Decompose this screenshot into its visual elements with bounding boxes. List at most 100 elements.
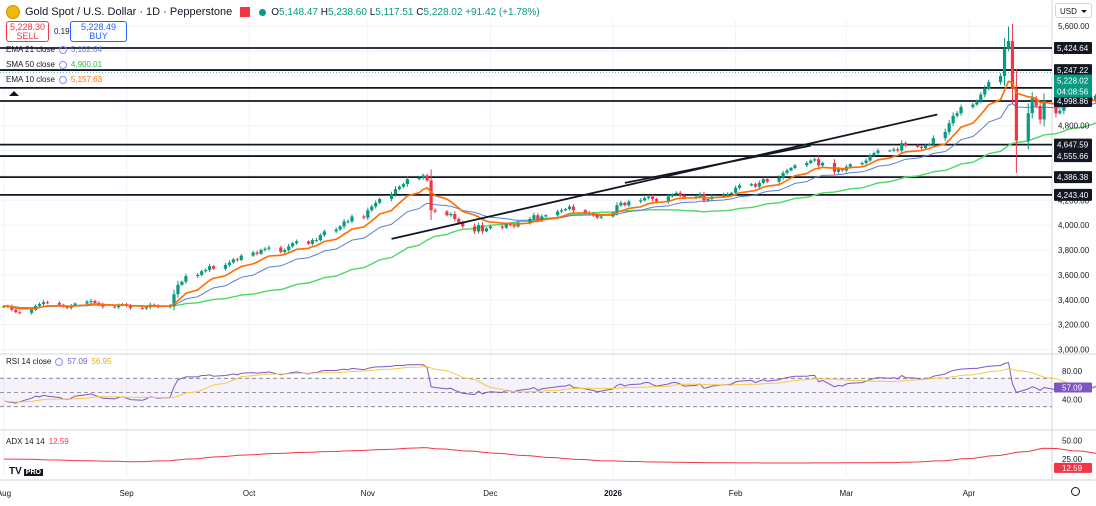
collapse-indicators-icon[interactable] — [9, 91, 19, 96]
level-label-text: 4,555.66 — [1057, 152, 1089, 161]
candle-body — [948, 123, 951, 132]
level-label-text: 4,386.38 — [1057, 173, 1089, 182]
adx-value-badge: 12.59 — [1054, 463, 1092, 473]
candle-body — [1007, 41, 1010, 48]
indicator-ema21[interactable]: EMA 21 close 5,102.04 — [6, 45, 102, 54]
buy-button[interactable]: 5,228.49 BUY — [70, 21, 127, 42]
candle-body — [85, 302, 88, 304]
candle-body — [778, 178, 781, 182]
indicator-rsi[interactable]: RSI 14 close 57.09 56.95 — [6, 357, 111, 366]
candle-body — [287, 246, 290, 250]
candle-body — [916, 146, 919, 147]
candle-body — [196, 275, 199, 276]
chart-settings-icon[interactable] — [1071, 487, 1080, 496]
indicator-ema21-name: EMA 21 close — [6, 45, 55, 54]
candle-body — [176, 285, 179, 294]
rsi-badge-text: 57.09 — [1062, 383, 1083, 392]
candle-body — [754, 184, 757, 186]
candle-body — [781, 173, 784, 178]
candle-body — [568, 207, 571, 209]
indicator-ema10[interactable]: EMA 10 close 5,157.63 — [6, 75, 102, 84]
candle-body — [113, 307, 116, 308]
candle-body — [861, 163, 864, 164]
candle-body — [252, 253, 255, 256]
candle-body — [983, 88, 986, 94]
candle-body — [619, 203, 622, 205]
candle-body — [865, 161, 868, 163]
candle-body — [560, 210, 563, 211]
buy-label: BUY — [71, 32, 126, 41]
low-value: 5,117.51 — [375, 7, 413, 18]
candle-body — [987, 82, 990, 88]
open-label: O — [271, 7, 279, 18]
indicator-adx[interactable]: ADX 14 14 12.59 — [6, 437, 69, 446]
rsi-tick-label: 40.00 — [1062, 396, 1083, 405]
candle-body — [1031, 98, 1034, 113]
candle-body — [279, 248, 282, 252]
candle-body — [477, 225, 480, 231]
candle-body — [544, 215, 547, 216]
candle-body — [232, 259, 235, 262]
candle-body — [813, 159, 816, 160]
candle-body — [876, 151, 879, 153]
candle-body — [513, 225, 516, 226]
candle-body — [1039, 106, 1042, 120]
settings-icon[interactable] — [59, 46, 67, 54]
candle-body — [849, 164, 852, 166]
candle-body — [485, 228, 488, 231]
sell-button[interactable]: 5,228.30 SELL — [6, 21, 49, 42]
spread-value: 0.19 — [54, 27, 70, 36]
time-tick-label: Apr — [963, 489, 976, 498]
candle-body — [655, 199, 658, 201]
candle-body — [975, 101, 978, 105]
candle-body — [259, 250, 262, 254]
candle-body — [350, 216, 353, 221]
candle-body — [236, 259, 239, 260]
candle-body — [837, 169, 840, 171]
level-label-text: 4,998.86 — [1057, 97, 1089, 106]
candle-body — [639, 200, 642, 201]
candle-body — [38, 304, 41, 306]
candle-body — [789, 168, 792, 170]
candle-body — [398, 187, 401, 189]
candle-body — [14, 310, 17, 312]
settings-icon[interactable] — [55, 358, 63, 366]
candle-body — [180, 282, 183, 285]
settings-icon[interactable] — [59, 76, 67, 84]
candle-body — [647, 197, 650, 198]
currency-selector[interactable]: USD — [1055, 3, 1092, 18]
candle-body — [738, 185, 741, 187]
candle-body — [805, 163, 808, 165]
time-tick-label: Mar — [839, 489, 853, 498]
candle-body — [501, 226, 504, 227]
candle-body — [457, 219, 460, 223]
time-tick-label: Sep — [119, 489, 134, 498]
candle-body — [89, 301, 92, 302]
candle-body — [263, 249, 266, 250]
candle-body — [750, 184, 753, 185]
candle-body — [200, 271, 203, 275]
candle-body — [208, 266, 211, 270]
candle-body — [30, 310, 33, 313]
flag-icon[interactable] — [240, 7, 250, 17]
level-label-text: 5,424.64 — [1057, 44, 1089, 53]
level-label-text: 4,647.59 — [1057, 141, 1089, 150]
level-label-text: 5,247.22 — [1057, 66, 1089, 75]
candle-body — [532, 215, 535, 219]
candle-body — [888, 151, 891, 152]
rsi-band — [0, 378, 1052, 406]
indicator-rsi-value: 57.09 — [67, 357, 87, 366]
symbol-title[interactable]: Gold Spot / U.S. Dollar · 1D · Peppersto… — [25, 6, 232, 18]
rsi-value-badge: 57.09 — [1054, 382, 1092, 392]
candle-body — [319, 235, 322, 240]
price-tick-label: 5,600.00 — [1058, 22, 1090, 31]
indicator-adx-value: 12.59 — [49, 437, 69, 446]
candle-body — [505, 224, 508, 228]
indicator-sma50[interactable]: SMA 50 close 4,900.01 — [6, 60, 102, 69]
indicator-rsi-name: RSI 14 close — [6, 357, 51, 366]
level-label: 4,243.40 — [1054, 189, 1092, 201]
candle-body — [904, 143, 907, 145]
settings-icon[interactable] — [59, 61, 67, 69]
